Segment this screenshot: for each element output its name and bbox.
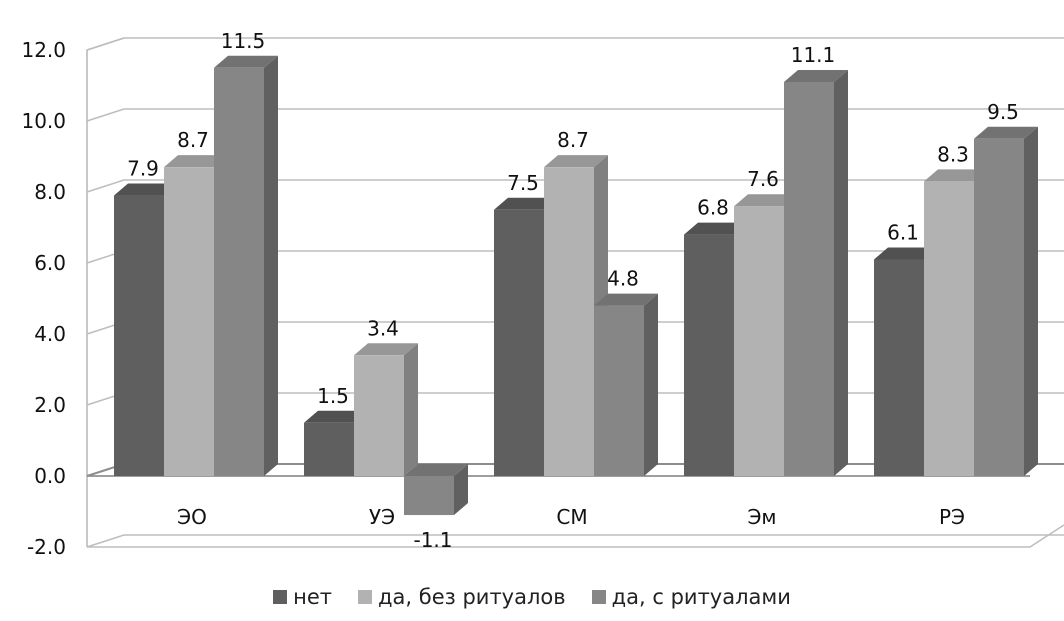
bar-side <box>264 55 278 476</box>
y-tick-label: -2.0 <box>27 535 66 559</box>
gridline <box>86 534 1064 548</box>
x-category-label: Эм <box>747 505 776 529</box>
legend-swatch-series-1 <box>273 590 288 604</box>
bar-top <box>924 169 988 182</box>
bar-top <box>594 293 658 306</box>
bar-top <box>114 183 178 196</box>
legend-label-series-2: да, без ритуалов <box>378 585 566 609</box>
data-label: 3.4 <box>367 316 399 340</box>
bar-front <box>544 167 594 476</box>
legend-item-series-2: да, без ритуалов <box>358 585 566 609</box>
data-labels: 7.9 8.7 11.5 1.5 3.4 -1.1 7.5 8.7 4.8 6.8 7.6 11.1 6… <box>127 29 1019 552</box>
y-tick-label: 12.0 <box>21 38 66 62</box>
bar-top <box>684 222 748 235</box>
bar-front <box>494 209 544 476</box>
bar-side <box>834 69 848 476</box>
bar-side <box>1024 126 1038 476</box>
bar <box>404 464 468 516</box>
gridline <box>86 108 1064 122</box>
y-tick-label: 10.0 <box>21 109 66 133</box>
bar-top <box>544 155 608 168</box>
x-category-label: СМ <box>556 505 587 529</box>
bar-front <box>114 195 164 477</box>
data-label: 11.5 <box>221 29 266 53</box>
bar-front <box>594 305 644 476</box>
data-label: 8.7 <box>557 128 589 152</box>
data-label: 4.8 <box>607 267 639 291</box>
data-label: 8.3 <box>937 142 969 166</box>
legend: нет да, без ритуалов да, с ритуалами <box>0 585 1064 609</box>
x-axis-categories: ЭО УЭ СМ Эм РЭ <box>177 505 965 529</box>
bar-top <box>494 197 558 210</box>
bar <box>594 293 658 476</box>
data-label: 11.1 <box>791 43 836 67</box>
data-label: 6.1 <box>887 220 919 244</box>
gridline <box>86 179 1064 193</box>
y-tick-label: 4.0 <box>34 322 66 346</box>
bar-front <box>214 67 264 476</box>
bars-layer <box>114 55 1038 516</box>
y-axis-ticks: 12.0 10.0 8.0 6.0 4.0 2.0 0.0 -2.0 <box>21 38 66 559</box>
floor-edge <box>87 524 1064 548</box>
bar <box>354 343 418 476</box>
bar-front <box>874 259 924 476</box>
x-category-label: ЭО <box>177 505 207 529</box>
bar-front <box>404 476 454 516</box>
data-label: 7.5 <box>507 171 539 195</box>
bar-front <box>784 81 834 476</box>
bar-front <box>164 167 214 476</box>
bar-side <box>404 343 418 476</box>
y-tick-label: 8.0 <box>34 180 66 204</box>
legend-item-series-3: да, с ритуалами <box>591 585 791 609</box>
bar-top <box>874 247 938 260</box>
bar-front <box>924 181 974 476</box>
bar-front <box>684 234 734 476</box>
data-label: 9.5 <box>987 100 1019 124</box>
y-tick-label: 6.0 <box>34 251 66 275</box>
bar-top <box>304 410 368 423</box>
bar-top <box>974 126 1038 139</box>
bar-front <box>304 422 354 476</box>
data-label: 1.5 <box>317 384 349 408</box>
bar-top <box>404 464 468 476</box>
bar <box>974 126 1038 476</box>
bar-side <box>644 293 658 476</box>
y-tick-label: 0.0 <box>34 464 66 488</box>
bar-top <box>164 155 228 168</box>
legend-label-series-3: да, с ритуалами <box>611 585 791 609</box>
data-label: -1.1 <box>413 528 452 552</box>
x-category-label: РЭ <box>939 505 965 529</box>
bar-front <box>734 206 784 476</box>
legend-swatch-series-3 <box>591 590 606 604</box>
bar-top <box>354 343 418 356</box>
bar-top <box>214 55 278 68</box>
bar <box>214 55 278 476</box>
bar-top <box>784 69 848 82</box>
bar-side <box>454 464 468 516</box>
legend-swatch-series-2 <box>358 590 373 604</box>
legend-label-series-1: нет <box>293 585 333 609</box>
data-label: 8.7 <box>177 128 209 152</box>
data-label: 6.8 <box>697 196 729 220</box>
y-tick-label: 2.0 <box>34 393 66 417</box>
bar <box>784 69 848 476</box>
bar-top <box>734 194 798 207</box>
x-category-label: УЭ <box>369 505 395 529</box>
bar-front <box>354 355 404 476</box>
legend-item-series-1: нет <box>273 585 332 609</box>
bar-front <box>974 138 1024 476</box>
data-label: 7.6 <box>747 167 779 191</box>
data-label: 7.9 <box>127 157 159 181</box>
gridline <box>86 37 1064 51</box>
